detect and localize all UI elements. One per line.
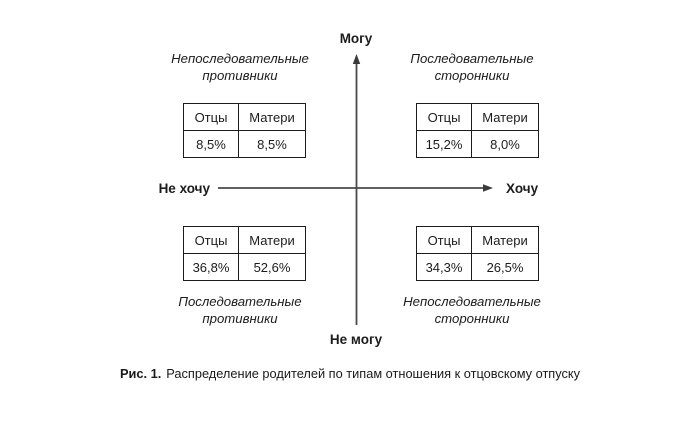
quadrant-title-line: противники — [202, 310, 278, 326]
quadrant-title-bottom-right: Непоследовательные сторонники — [357, 294, 587, 327]
table-value-cell: 8,5% — [238, 130, 306, 158]
up-arrowhead-icon — [352, 54, 361, 64]
table-value-cell: 8,5% — [183, 130, 239, 158]
quadrant-title-top-right: Последовательные сторонники — [357, 51, 587, 84]
figure-caption-number: Рис. 1. — [119, 366, 162, 381]
table-value-row: 36,8% 52,6% — [183, 253, 306, 281]
table-value-cell: 34,3% — [416, 253, 472, 281]
axis-label-bottom: Не могу — [329, 332, 383, 347]
right-arrowhead-icon — [483, 184, 493, 192]
table-header-cell: Матери — [471, 226, 539, 254]
quadrant-title-top-left: Непоследовательные противники — [125, 51, 355, 84]
axis-label-right: Хочу — [506, 181, 539, 196]
quadrant-table-bottom-right: Отцы Матери 34,3% 26,5% — [416, 226, 539, 281]
quadrant-title-line: Последовательные — [410, 51, 534, 66]
quadrant-table-bottom-left: Отцы Матери 36,8% 52,6% — [183, 226, 306, 281]
table-value-cell: 36,8% — [183, 253, 239, 281]
table-value-cell: 8,0% — [471, 130, 539, 158]
table-header-cell: Матери — [238, 103, 306, 131]
table-header-row: Отцы Матери — [416, 226, 539, 254]
table-header-row: Отцы Матери — [416, 103, 539, 131]
quadrant-table-top-right: Отцы Матери 15,2% 8,0% — [416, 103, 539, 158]
table-value-row: 15,2% 8,0% — [416, 130, 539, 158]
table-header-cell: Матери — [471, 103, 539, 131]
table-value-cell: 15,2% — [416, 130, 472, 158]
axis-label-left: Не хочу — [158, 181, 210, 196]
table-value-row: 34,3% 26,5% — [416, 253, 539, 281]
quadrant-title-bottom-left: Последовательные противники — [125, 294, 355, 327]
table-header-cell: Отцы — [183, 103, 239, 131]
quadrant-title-line: Непоследовательные — [171, 51, 309, 66]
figure-caption: Рис. 1. Распределение родителей по типам … — [0, 366, 700, 381]
table-value-cell: 52,6% — [238, 253, 306, 281]
quadrant-table-top-left: Отцы Матери 8,5% 8,5% — [183, 103, 306, 158]
table-value-row: 8,5% 8,5% — [183, 130, 306, 158]
quadrant-title-line: Непоследовательные — [403, 294, 541, 309]
quadrant-title-line: сторонники — [434, 310, 510, 326]
quadrant-title-line: сторонники — [434, 67, 510, 83]
table-value-cell: 26,5% — [471, 253, 539, 281]
table-header-row: Отцы Матери — [183, 226, 306, 254]
axis-label-top: Могу — [339, 31, 373, 46]
table-header-row: Отцы Матери — [183, 103, 306, 131]
quadrant-title-line: Последовательные — [178, 294, 302, 309]
table-header-cell: Отцы — [183, 226, 239, 254]
table-header-cell: Отцы — [416, 103, 472, 131]
figure-caption-text: Распределение родителей по типам отношен… — [166, 366, 581, 381]
table-header-cell: Отцы — [416, 226, 472, 254]
table-header-cell: Матери — [238, 226, 306, 254]
quadrant-title-line: противники — [202, 67, 278, 83]
